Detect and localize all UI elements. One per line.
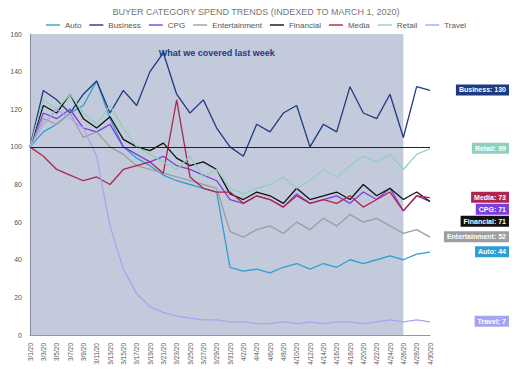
- svg-text:3/1/20: 3/1/20: [27, 343, 34, 361]
- svg-text:3/29/20: 3/29/20: [213, 343, 220, 365]
- svg-text:3/31/20: 3/31/20: [227, 343, 234, 365]
- svg-text:20: 20: [14, 294, 22, 301]
- svg-text:3/15/20: 3/15/20: [120, 343, 127, 365]
- svg-text:3/19/20: 3/19/20: [147, 343, 154, 365]
- svg-text:3/21/20: 3/21/20: [160, 343, 167, 365]
- svg-text:4/24/20: 4/24/20: [387, 343, 394, 365]
- svg-text:What we covered last week: What we covered last week: [159, 48, 276, 58]
- svg-text:4/30/20: 4/30/20: [427, 343, 434, 365]
- svg-text:4/18/20: 4/18/20: [347, 343, 354, 365]
- svg-text:Media: 73: Media: 73: [474, 194, 506, 201]
- svg-text:Auto: Auto: [65, 21, 82, 30]
- svg-text:Travel: Travel: [444, 21, 466, 30]
- svg-text:4/4/20: 4/4/20: [253, 343, 260, 361]
- svg-text:4/6/20: 4/6/20: [267, 343, 274, 361]
- svg-text:4/8/20: 4/8/20: [280, 343, 287, 361]
- svg-text:3/23/20: 3/23/20: [173, 343, 180, 365]
- svg-text:4/28/20: 4/28/20: [413, 343, 420, 365]
- svg-text:4/20/20: 4/20/20: [360, 343, 367, 365]
- svg-text:3/13/20: 3/13/20: [107, 343, 114, 365]
- svg-text:3/9/20: 3/9/20: [80, 343, 87, 361]
- svg-text:Retail: Retail: [397, 21, 418, 30]
- svg-text:BUYER CATEGORY SPEND TRENDS (I: BUYER CATEGORY SPEND TRENDS (INDEXED TO …: [112, 7, 399, 17]
- svg-text:Financial: 71: Financial: 71: [464, 218, 507, 225]
- svg-text:Travel: 7: Travel: 7: [478, 318, 507, 325]
- svg-text:Financial: Financial: [289, 21, 321, 30]
- svg-text:Entertainment: 52: Entertainment: 52: [447, 233, 506, 240]
- svg-text:4/2/20: 4/2/20: [240, 343, 247, 361]
- svg-text:120: 120: [10, 106, 22, 113]
- svg-text:80: 80: [14, 181, 22, 188]
- svg-text:4/16/20: 4/16/20: [333, 343, 340, 365]
- svg-text:4/22/20: 4/22/20: [373, 343, 380, 365]
- svg-text:60: 60: [14, 219, 22, 226]
- svg-text:Business: Business: [108, 21, 140, 30]
- svg-text:Business: 130: Business: 130: [459, 86, 506, 93]
- svg-text:3/11/20: 3/11/20: [93, 343, 100, 365]
- svg-text:Auto: 44: Auto: 44: [478, 248, 506, 255]
- svg-text:3/7/20: 3/7/20: [67, 343, 74, 361]
- svg-text:3/25/20: 3/25/20: [187, 343, 194, 365]
- svg-text:Retail: 99: Retail: 99: [475, 145, 506, 152]
- svg-text:40: 40: [14, 256, 22, 263]
- svg-text:4/12/20: 4/12/20: [307, 343, 314, 365]
- svg-text:100: 100: [10, 143, 22, 150]
- svg-text:4/26/20: 4/26/20: [400, 343, 407, 365]
- svg-text:CPG: 71: CPG: 71: [479, 206, 506, 213]
- svg-text:4/14/20: 4/14/20: [320, 343, 327, 365]
- svg-text:4/10/20: 4/10/20: [293, 343, 300, 365]
- svg-text:CPG: CPG: [168, 21, 185, 30]
- svg-text:3/27/20: 3/27/20: [200, 343, 207, 365]
- svg-text:0: 0: [18, 332, 22, 339]
- svg-text:3/17/20: 3/17/20: [133, 343, 140, 365]
- svg-text:3/3/20: 3/3/20: [40, 343, 47, 361]
- svg-text:Entertainment: Entertainment: [212, 21, 263, 30]
- svg-text:Media: Media: [348, 21, 370, 30]
- svg-text:3/5/20: 3/5/20: [53, 343, 60, 361]
- svg-text:140: 140: [10, 68, 22, 75]
- svg-text:160: 160: [10, 31, 22, 38]
